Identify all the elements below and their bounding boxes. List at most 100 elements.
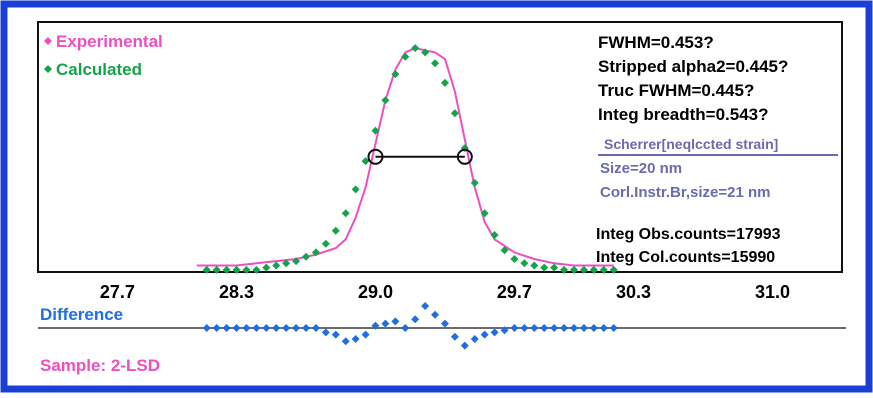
experimental-series-layer — [196, 47, 614, 267]
calculated-point — [212, 265, 221, 274]
difference-point — [212, 324, 221, 332]
calculated-point — [450, 109, 459, 118]
calculated-point — [391, 70, 400, 79]
difference-point — [560, 324, 569, 332]
calculated-point — [560, 265, 569, 274]
difference-point — [391, 317, 400, 326]
legend-experimental-label: Experimental — [56, 32, 163, 51]
sample-label: Sample: 2-LSD — [40, 356, 160, 375]
calculated-point — [381, 96, 390, 105]
difference-point — [232, 324, 241, 332]
calculated-point — [232, 265, 241, 274]
difference-point — [361, 330, 370, 339]
difference-point — [480, 330, 489, 339]
fwhm-circle — [456, 148, 473, 165]
difference-point — [470, 335, 479, 343]
difference-point — [341, 337, 350, 346]
difference-point — [242, 324, 251, 332]
x-tick-label: 29.0 — [358, 282, 393, 302]
legend-calculated-marker — [44, 65, 52, 73]
difference-point — [262, 324, 271, 332]
difference-point — [252, 324, 261, 332]
stats-block: FWHM=0.453? Stripped alpha2=0.445? Truc … — [598, 33, 788, 124]
fwhm-circle — [367, 148, 384, 165]
experimental-line — [196, 47, 614, 267]
scherrer-size: Size=20 nm — [600, 160, 682, 177]
integ-col-counts: Integ Col.counts=15990 — [596, 249, 775, 266]
x-tick-label: 29.7 — [497, 282, 532, 302]
plot-area — [37, 21, 843, 273]
difference-point — [550, 324, 559, 332]
calculated-point — [282, 259, 291, 268]
difference-point — [371, 321, 380, 330]
legend: Experimental Calculated — [44, 32, 163, 79]
stat-integ-breadth: Integ breadth=0.543? — [598, 105, 769, 124]
calculated-point — [252, 265, 261, 274]
difference-point — [589, 324, 598, 332]
difference-point — [222, 324, 231, 332]
difference-point — [282, 324, 291, 332]
calculated-point — [222, 265, 231, 274]
difference-point — [530, 324, 539, 332]
calculated-point — [480, 209, 489, 218]
calculated-point — [540, 263, 549, 272]
calculated-point — [302, 252, 310, 261]
calculated-point — [341, 209, 350, 218]
difference-point — [311, 324, 320, 332]
difference-point — [450, 332, 459, 341]
difference-point — [579, 324, 588, 332]
difference-point — [570, 324, 578, 332]
calculated-point — [262, 263, 271, 272]
calculated-point — [470, 178, 479, 187]
stat-fwhm: FWHM=0.453? — [598, 33, 714, 52]
difference-point — [302, 324, 310, 332]
calculated-point — [321, 239, 330, 248]
difference-point — [500, 326, 509, 335]
difference-point — [272, 324, 281, 332]
difference-point — [431, 310, 440, 319]
difference-point — [460, 341, 469, 350]
difference-point — [331, 330, 340, 339]
calculated-point — [599, 265, 608, 274]
scherrer-block: Scherrer[neqlccted strain] Size=20 nm Co… — [598, 136, 838, 201]
scherrer-corrected-size: Corl.Instr.Br,size=21 nm — [600, 184, 771, 201]
x-tick-label: 30.3 — [616, 282, 651, 302]
x-axis-ticks: 27.7 28.3 29.0 29.7 30.3 31.0 — [100, 282, 790, 302]
difference-point — [540, 324, 549, 332]
difference-point — [421, 302, 430, 310]
calculated-point — [411, 44, 420, 53]
integ-obs-counts: Integ Obs.counts=17993 — [596, 226, 781, 243]
calculated-point — [579, 265, 588, 274]
calculated-point — [550, 263, 559, 272]
x-tick-label: 27.7 — [100, 282, 135, 302]
calculated-point — [589, 265, 598, 274]
stat-stripped-alpha2: Stripped alpha2=0.445? — [598, 57, 788, 76]
calculated-point — [272, 261, 281, 270]
calculated-point — [371, 126, 380, 135]
calculated-point — [351, 185, 360, 194]
calculated-point — [361, 157, 370, 166]
calculated-point — [530, 261, 539, 270]
difference-point — [381, 319, 390, 328]
difference-point — [202, 324, 211, 332]
calculated-point — [331, 226, 340, 235]
calculated-series-layer — [202, 44, 618, 274]
x-tick-label: 31.0 — [755, 282, 790, 302]
calculated-point — [401, 52, 410, 61]
calculated-point — [490, 231, 499, 240]
calculated-point — [421, 48, 430, 57]
difference-point — [609, 324, 618, 332]
calculated-point — [242, 265, 251, 274]
difference-point — [520, 324, 529, 332]
calculated-point — [202, 265, 211, 274]
difference-point — [440, 319, 449, 328]
calculated-point — [520, 259, 529, 268]
stat-truc-fwhm: Truc FWHM=0.445? — [598, 81, 754, 100]
difference-point — [401, 324, 410, 332]
calculated-point — [311, 248, 320, 257]
calculated-point — [292, 257, 301, 266]
calculated-point — [500, 246, 509, 255]
